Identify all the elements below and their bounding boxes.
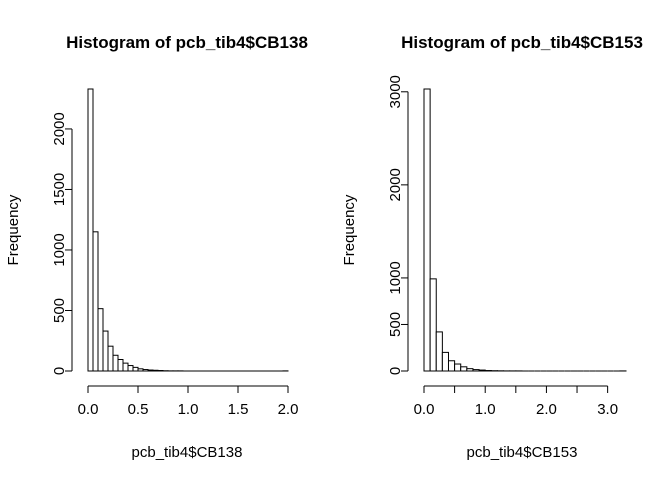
histogram-bar: [435, 331, 443, 372]
histogram-bar: [132, 366, 139, 372]
y-tick-label: 1000: [387, 261, 404, 294]
y-tick-label: 1000: [51, 233, 68, 266]
x-tick-label: 2.0: [536, 401, 557, 418]
histogram-panel-1: Histogram of pcb_tib4$CB138 0.0 0.5 1.0 1.5 2…: [5, 33, 308, 461]
y-axis-label: Frequency: [341, 194, 358, 265]
x-tick-label: 1.0: [475, 401, 496, 418]
y-tick-label: 0: [387, 367, 404, 375]
histogram-bar: [112, 354, 119, 372]
y-tick-label: 2000: [387, 168, 404, 201]
x-tick-label: 2.0: [278, 401, 299, 418]
x-axis-label: pcb_tib4$CB153: [467, 444, 578, 461]
y-tick-label: 500: [51, 298, 68, 323]
x-tick-label: 3.0: [597, 401, 618, 418]
chart-title: Histogram of pcb_tib4$CB138: [66, 33, 308, 52]
histogram-bar: [152, 369, 159, 372]
y-tick-label: 0: [51, 367, 68, 375]
histogram-bar: [466, 368, 474, 372]
histogram-bar: [441, 351, 449, 372]
histogram-bar: [122, 362, 129, 372]
y-tick-label: 500: [387, 312, 404, 337]
histogram-bar: [447, 360, 456, 372]
histogram-bar: [107, 345, 114, 372]
histogram-bar: [137, 368, 144, 372]
histogram-bar: [92, 231, 99, 372]
chart-title: Histogram of pcb_tib4$CB153: [401, 33, 643, 52]
x-tick-label: 1.5: [228, 401, 249, 418]
y-tick-label: 2000: [51, 112, 68, 145]
histogram-bar: [97, 308, 104, 372]
x-tick-label: 0.0: [78, 401, 99, 418]
y-axis-label: Frequency: [5, 194, 22, 265]
histogram-bar: [423, 88, 431, 372]
histogram-bar: [142, 369, 149, 372]
histogram-panel-2: Histogram of pcb_tib4$CB153 0.0 1.0 2.0 3.0 0…: [341, 33, 643, 461]
y-tick-label: 1500: [51, 173, 68, 206]
histogram-bar: [147, 369, 154, 372]
histogram-bar: [102, 330, 109, 372]
x-tick-label: 1.0: [178, 401, 199, 418]
histogram-bar: [87, 88, 94, 372]
histogram-bar: [127, 365, 134, 372]
histogram-bar: [454, 363, 462, 372]
x-tick-label: 0.0: [414, 401, 435, 418]
y-tick-label: 3000: [387, 75, 404, 108]
x-axis-label: pcb_tib4$CB138: [132, 444, 243, 461]
histogram-bar: [478, 369, 486, 372]
histogram-bar: [460, 366, 468, 372]
histogram-bar: [472, 369, 480, 372]
x-tick-label: 0.5: [128, 401, 149, 418]
histogram-bar: [117, 359, 124, 372]
histogram-bar: [429, 278, 437, 372]
